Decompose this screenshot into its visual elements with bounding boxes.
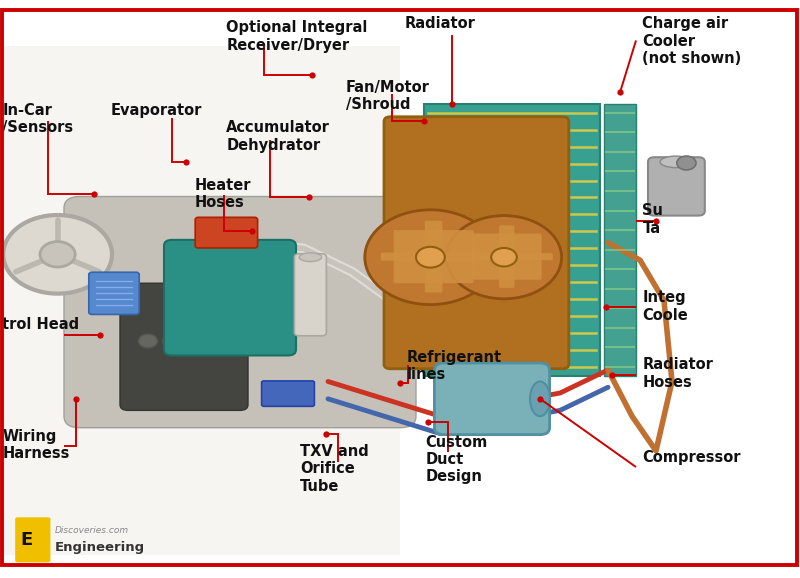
FancyBboxPatch shape xyxy=(425,253,442,292)
FancyBboxPatch shape xyxy=(499,234,542,260)
FancyBboxPatch shape xyxy=(64,197,416,428)
FancyBboxPatch shape xyxy=(425,253,486,261)
Ellipse shape xyxy=(530,381,550,416)
FancyBboxPatch shape xyxy=(15,517,50,562)
FancyBboxPatch shape xyxy=(384,117,569,369)
Text: Wiring
Harness: Wiring Harness xyxy=(2,429,70,461)
FancyBboxPatch shape xyxy=(0,46,400,555)
FancyBboxPatch shape xyxy=(381,253,442,261)
Text: Fan/Motor
/Shroud: Fan/Motor /Shroud xyxy=(346,80,430,112)
Text: Discoveries.com: Discoveries.com xyxy=(54,526,129,535)
Text: Accumulator
Dehydrator: Accumulator Dehydrator xyxy=(226,120,330,153)
FancyBboxPatch shape xyxy=(164,240,296,355)
FancyBboxPatch shape xyxy=(425,230,474,261)
Text: Evaporator: Evaporator xyxy=(110,103,202,118)
FancyBboxPatch shape xyxy=(120,283,248,410)
FancyBboxPatch shape xyxy=(499,225,514,260)
Circle shape xyxy=(3,215,112,294)
FancyBboxPatch shape xyxy=(294,254,326,336)
Text: Radiator: Radiator xyxy=(405,16,475,31)
Circle shape xyxy=(138,334,158,348)
FancyBboxPatch shape xyxy=(499,253,514,288)
Text: Engineering: Engineering xyxy=(54,542,145,554)
Ellipse shape xyxy=(660,156,692,168)
Text: Compressor: Compressor xyxy=(642,450,741,465)
FancyBboxPatch shape xyxy=(434,363,550,435)
Text: Optional Integral
Receiver/Dryer: Optional Integral Receiver/Dryer xyxy=(226,20,368,53)
FancyBboxPatch shape xyxy=(394,230,442,261)
Text: Heater
Hoses: Heater Hoses xyxy=(194,178,251,210)
Circle shape xyxy=(416,247,445,268)
FancyBboxPatch shape xyxy=(394,253,442,283)
Ellipse shape xyxy=(299,253,322,262)
FancyBboxPatch shape xyxy=(472,234,514,260)
Circle shape xyxy=(162,334,182,348)
FancyBboxPatch shape xyxy=(195,217,258,248)
FancyBboxPatch shape xyxy=(499,253,553,260)
FancyBboxPatch shape xyxy=(499,253,542,280)
FancyBboxPatch shape xyxy=(424,104,600,376)
FancyBboxPatch shape xyxy=(425,221,442,261)
Text: Refrigerant
lines: Refrigerant lines xyxy=(406,350,502,382)
Text: In-Car
/Sensors: In-Car /Sensors xyxy=(2,103,74,135)
Circle shape xyxy=(446,216,562,299)
Circle shape xyxy=(491,248,517,266)
FancyBboxPatch shape xyxy=(648,157,705,216)
FancyBboxPatch shape xyxy=(604,104,636,376)
FancyBboxPatch shape xyxy=(425,253,474,283)
Text: Su
Ta: Su Ta xyxy=(642,203,663,236)
Text: TXV and
Orifice
Tube: TXV and Orifice Tube xyxy=(300,444,369,494)
Circle shape xyxy=(365,210,496,305)
Circle shape xyxy=(186,334,206,348)
Text: Charge air
Cooler
(not shown): Charge air Cooler (not shown) xyxy=(642,16,742,66)
Text: trol Head: trol Head xyxy=(2,317,79,332)
FancyBboxPatch shape xyxy=(461,253,514,260)
FancyBboxPatch shape xyxy=(472,253,514,280)
Circle shape xyxy=(677,156,696,170)
Text: Radiator
Hoses: Radiator Hoses xyxy=(642,357,714,390)
FancyBboxPatch shape xyxy=(89,272,139,314)
FancyBboxPatch shape xyxy=(262,381,314,406)
Text: E: E xyxy=(20,531,32,549)
Text: Integ
Coole: Integ Coole xyxy=(642,290,688,323)
Circle shape xyxy=(40,242,75,267)
Text: Custom
Duct
Design: Custom Duct Design xyxy=(426,435,488,484)
